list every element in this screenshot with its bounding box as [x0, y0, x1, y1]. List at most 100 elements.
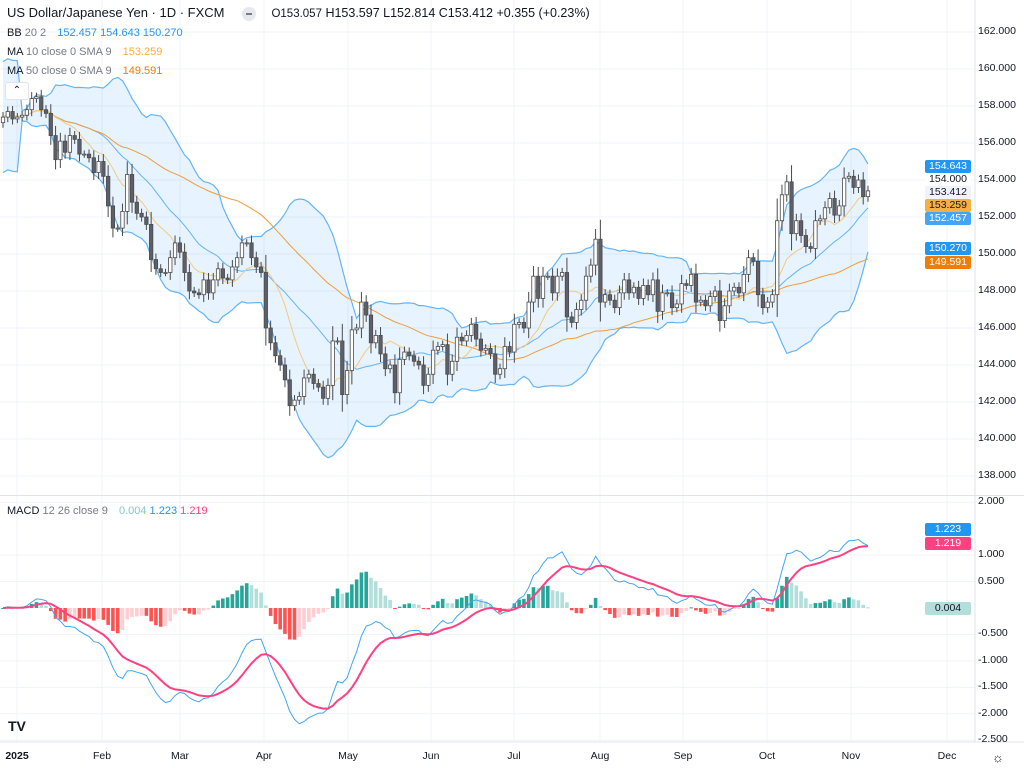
candle-up	[741, 273, 746, 294]
ma50-value: 149.591	[122, 65, 163, 77]
macd-histogram-bar	[641, 608, 646, 615]
candle-down	[220, 268, 225, 279]
candle-down	[808, 246, 813, 249]
candle-down	[225, 277, 230, 281]
macd-tick-label: -1.000	[978, 653, 1008, 666]
macd-histogram-bar	[373, 581, 378, 608]
macd-histogram-bar	[670, 608, 674, 617]
candle-up	[58, 140, 63, 161]
macd-histogram-bar	[842, 599, 846, 608]
pane-divider[interactable]	[0, 495, 1024, 496]
time-tick-label: Oct	[758, 750, 776, 762]
ohlc-open: O153.057	[271, 8, 322, 20]
candle-up	[20, 114, 25, 118]
collapse-indicators-button[interactable]: ⌃	[5, 82, 29, 100]
settings-gear-icon[interactable]: ☼	[992, 750, 1004, 765]
candle-up	[34, 96, 39, 99]
candle-down	[655, 279, 660, 312]
macd-hist-tag: 0.004	[925, 602, 971, 615]
macd-histogram-bar	[120, 608, 125, 630]
macd-histogram-bar	[593, 597, 598, 608]
candle-up	[765, 301, 770, 309]
macd-histogram-bar	[149, 608, 153, 622]
ma10-legend[interactable]: MA 10 close 0 SMA 9 153.259	[7, 46, 162, 58]
macd-histogram-bar	[732, 608, 736, 609]
candle-down	[392, 364, 397, 394]
bb-lower-value: 150.270	[142, 27, 183, 39]
candle-down	[493, 353, 498, 375]
candle-up	[239, 242, 245, 259]
macd-histogram-bar	[851, 599, 856, 608]
ohlc-low: L152.814	[383, 6, 436, 20]
candle-down	[254, 257, 259, 268]
candle-down	[287, 379, 292, 407]
price-tick-label: 138.000	[978, 469, 1016, 481]
candle-up	[660, 292, 665, 312]
macd-histogram-bar	[302, 608, 306, 630]
candle-up	[359, 301, 364, 329]
candle-up	[679, 283, 684, 305]
macd-histogram-bar	[192, 608, 196, 615]
candle-down	[321, 386, 326, 399]
macd-histogram-bar	[627, 608, 631, 616]
macd-histogram-bar	[92, 608, 96, 621]
candle-down	[268, 327, 273, 344]
ma50-legend[interactable]: MA 50 close 0 SMA 9 149.591	[7, 65, 162, 77]
macd-histogram-bar	[761, 608, 765, 609]
candle-down	[421, 364, 426, 386]
macd-histogram-bar	[397, 606, 402, 608]
candle-up	[531, 275, 536, 303]
macd-histogram-bar	[335, 588, 340, 608]
macd-histogram-bar	[464, 596, 469, 608]
macd-signal-value: 1.219	[180, 505, 208, 517]
candle-up	[555, 275, 560, 294]
macd-histogram-bar	[87, 608, 91, 619]
candle-up	[426, 373, 431, 386]
macd-histogram-bar	[230, 594, 235, 608]
macd-histogram-bar	[861, 604, 866, 608]
macd-tick-label: 2.000	[978, 495, 1005, 508]
macd-histogram-bar	[168, 608, 173, 622]
bb-legend[interactable]: BB 20 2 152.457 154.643 150.270	[7, 27, 183, 39]
candle-up	[540, 275, 546, 299]
collapse-legend-icon[interactable]	[241, 6, 256, 21]
price-tick-label: 160.000	[978, 62, 1016, 74]
candle-up	[775, 220, 780, 296]
macd-histogram-bar	[780, 585, 784, 608]
candle-up	[674, 303, 679, 309]
macd-histogram-bar	[832, 602, 837, 608]
symbol-title[interactable]: US Dollar/Japanese Yen · 1D · FXCM	[7, 5, 225, 20]
candle-up	[794, 220, 799, 235]
macd-histogram-bar	[479, 599, 483, 608]
candle-down	[383, 353, 388, 370]
macd-histogram-bar	[125, 608, 130, 620]
macd-histogram-bar	[708, 608, 713, 614]
candle-up	[784, 181, 789, 196]
macd-histogram-bar	[459, 597, 464, 608]
time-tick-label: Jun	[422, 750, 440, 762]
bb-basis-value: 152.457	[57, 27, 97, 39]
macd-histogram-bar	[612, 608, 617, 618]
macd-tick-label: 0.500	[978, 574, 1005, 587]
candle-up	[822, 207, 828, 220]
candle-down	[63, 140, 68, 153]
ma10-line	[2, 109, 869, 390]
candle-down	[684, 283, 689, 286]
candle-down	[751, 257, 756, 262]
macd-tick-label: -1.500	[978, 680, 1008, 693]
candle-up	[464, 334, 469, 342]
macd-histogram-bar	[48, 608, 53, 612]
macd-histogram-bar	[665, 608, 670, 615]
candle-up	[306, 373, 311, 379]
macd-histogram-bar	[307, 608, 311, 622]
tradingview-logo[interactable]: TV	[8, 718, 26, 734]
macd-params: 12 26 close 9	[42, 505, 108, 517]
macd-histogram-bar	[694, 608, 698, 611]
candle-up	[818, 218, 823, 222]
candle-up	[593, 238, 598, 266]
macd-legend[interactable]: MACD 12 26 close 9 0.004 1.223 1.219	[7, 505, 208, 517]
candle-down	[564, 272, 570, 318]
candle-down	[282, 364, 288, 381]
macd-histogram-bar	[106, 608, 110, 625]
